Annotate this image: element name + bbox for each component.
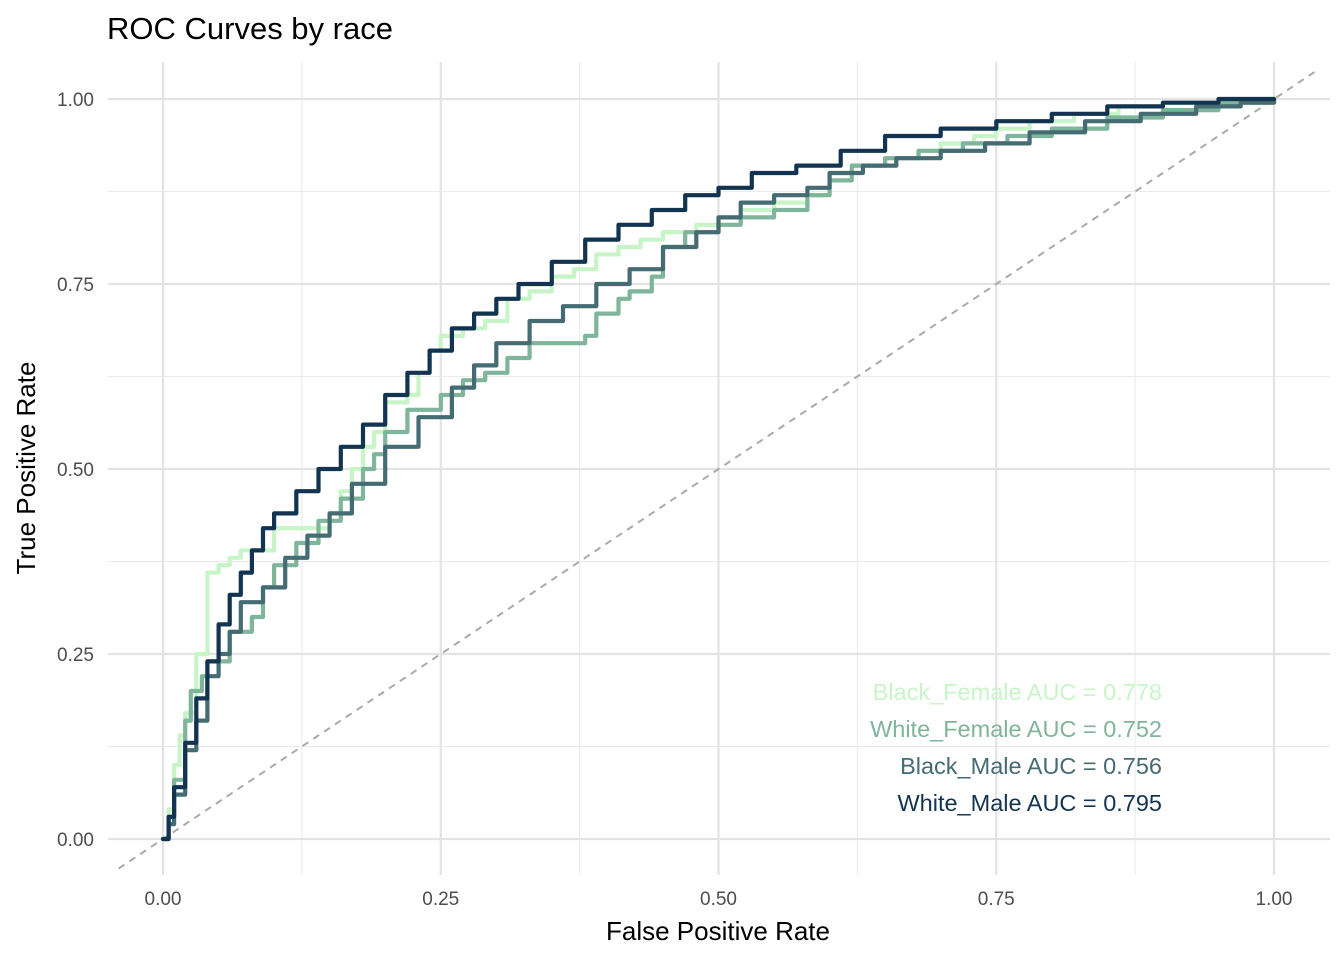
y-tick-label: 0.75 (57, 275, 94, 296)
x-tick-label: 1.00 (1256, 889, 1293, 910)
roc-line-white-male (160, 96, 1277, 842)
auc-label-white-male: White_Male AUC = 0.795 (897, 790, 1162, 816)
x-axis-title: False Positive Rate (606, 916, 830, 946)
chart-title: ROC Curves by race (107, 11, 393, 46)
y-tick-label: 0.25 (57, 645, 94, 666)
x-tick-labels: 0.00 0.25 0.50 0.75 1.00 (145, 889, 1293, 910)
x-tick-label: 0.50 (700, 889, 737, 910)
auc-label-white-female: White_Female AUC = 0.752 (870, 716, 1162, 742)
y-tick-label: 0.50 (57, 460, 94, 481)
roc-line-black-male (160, 96, 1277, 842)
x-tick-label: 0.75 (978, 889, 1015, 910)
y-tick-label: 1.00 (57, 90, 94, 111)
y-tick-label: 0.00 (57, 830, 94, 851)
x-tick-label: 0.25 (422, 889, 459, 910)
auc-labels: Black_Female AUC = 0.778 White_Female AUC… (870, 679, 1162, 816)
y-tick-labels: 0.00 0.25 0.50 0.75 1.00 (57, 90, 94, 851)
y-axis-title: True Positive Rate (11, 362, 41, 575)
auc-label-black-female: Black_Female AUC = 0.778 (873, 679, 1162, 705)
x-tick-label: 0.00 (145, 889, 182, 910)
series-layer (160, 96, 1277, 842)
auc-label-black-male: Black_Male AUC = 0.756 (900, 753, 1162, 779)
reference-diagonal-line (118, 68, 1319, 870)
